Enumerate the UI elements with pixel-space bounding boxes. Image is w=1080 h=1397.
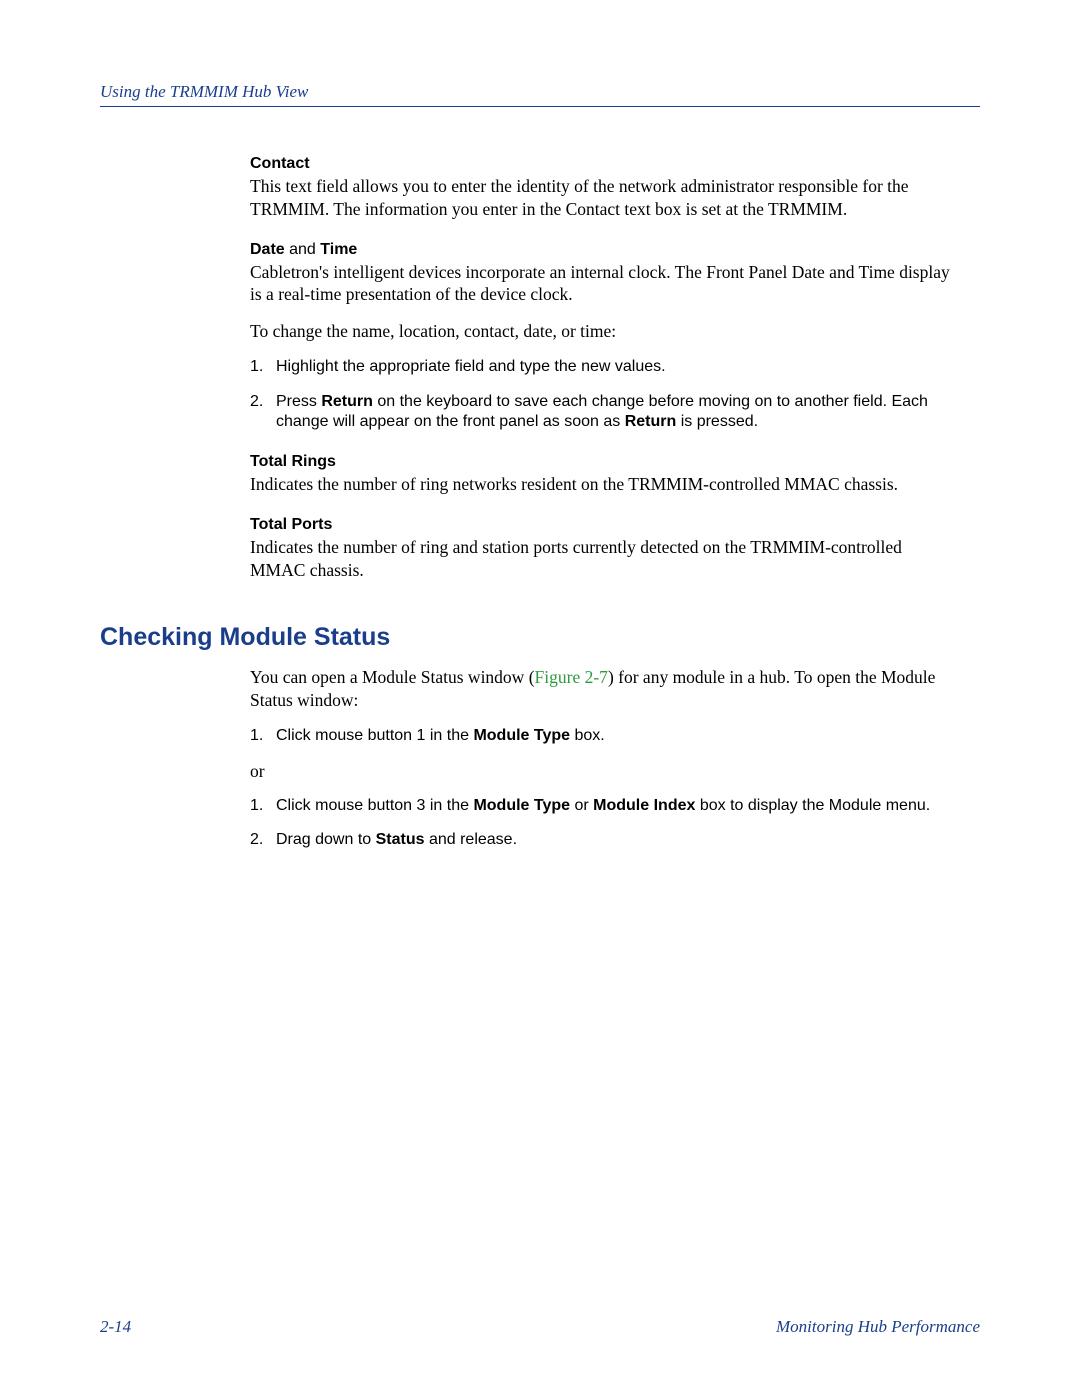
- t-bold: Module Index: [593, 797, 695, 814]
- step-text: Click mouse button 1 in the Module Type …: [276, 726, 950, 747]
- module-steps-1: 1. Click mouse button 1 in the Module Ty…: [250, 726, 950, 747]
- t: Press: [276, 393, 321, 410]
- step-text: Press Return on the keyboard to save eac…: [276, 392, 950, 434]
- t: You can open a Module Status window (: [250, 667, 535, 687]
- t-bold: Module Type: [473, 797, 570, 814]
- t: is pressed.: [676, 413, 758, 430]
- figure-ref[interactable]: Figure 2-7: [535, 667, 608, 687]
- contact-body: This text field allows you to enter the …: [250, 175, 950, 221]
- datetime-label-mid: and: [289, 241, 316, 258]
- datetime-steps: 1. Highlight the appropriate field and t…: [250, 357, 950, 433]
- step-number: 1.: [250, 357, 276, 378]
- t: on the keyboard to save each change befo…: [276, 393, 928, 431]
- totalports-body: Indicates the number of ring and station…: [250, 536, 950, 582]
- t: and release.: [425, 831, 518, 848]
- totalrings-body: Indicates the number of ring networks re…: [250, 473, 950, 496]
- header-rule: [100, 106, 980, 107]
- content-block: Contact This text field allows you to en…: [250, 155, 950, 581]
- list-item: 1. Click mouse button 3 in the Module Ty…: [250, 796, 950, 817]
- step-text: Drag down to Status and release.: [276, 830, 950, 851]
- totalports-label: Total Ports: [250, 516, 950, 534]
- datetime-label-pre: Date: [250, 241, 289, 258]
- module-content: You can open a Module Status window (Fig…: [250, 666, 950, 851]
- module-intro: You can open a Module Status window (Fig…: [250, 666, 950, 712]
- datetime-body1: Cabletron's intelligent devices incorpor…: [250, 261, 950, 307]
- contact-label: Contact: [250, 155, 950, 173]
- page-footer: 2-14 Monitoring Hub Performance: [100, 1317, 980, 1337]
- t-bold: Module Type: [473, 727, 570, 744]
- list-item: 1. Highlight the appropriate field and t…: [250, 357, 950, 378]
- list-item: 2. Press Return on the keyboard to save …: [250, 392, 950, 434]
- step-number: 2.: [250, 830, 276, 851]
- step-number: 1.: [250, 796, 276, 817]
- or-text: or: [250, 761, 950, 782]
- datetime-label: Date and Time: [250, 241, 950, 259]
- t-bold: Return: [625, 413, 677, 430]
- heading-checking-module-status: Checking Module Status: [100, 623, 980, 652]
- t: or: [570, 797, 593, 814]
- list-item: 2. Drag down to Status and release.: [250, 830, 950, 851]
- list-item: 1. Click mouse button 1 in the Module Ty…: [250, 726, 950, 747]
- module-steps-2: 1. Click mouse button 3 in the Module Ty…: [250, 796, 950, 852]
- t: box.: [570, 727, 605, 744]
- step-text: Click mouse button 3 in the Module Type …: [276, 796, 950, 817]
- totalrings-label: Total Rings: [250, 453, 950, 471]
- step-text: Highlight the appropriate field and type…: [276, 357, 950, 378]
- t: Click mouse button 3 in the: [276, 797, 473, 814]
- page: Using the TRMMIM Hub View Contact This t…: [0, 0, 1080, 1397]
- t-bold: Status: [376, 831, 425, 848]
- step-number: 1.: [250, 726, 276, 747]
- t: box to display the Module menu.: [695, 797, 930, 814]
- t: Drag down to: [276, 831, 376, 848]
- page-header: Using the TRMMIM Hub View: [100, 82, 980, 102]
- step-number: 2.: [250, 392, 276, 434]
- footer-page-number: 2-14: [100, 1317, 131, 1337]
- footer-section-title: Monitoring Hub Performance: [776, 1317, 980, 1337]
- t-bold: Return: [321, 393, 373, 410]
- datetime-label-post: Time: [316, 241, 358, 258]
- datetime-body2: To change the name, location, contact, d…: [250, 320, 950, 343]
- t: Click mouse button 1 in the: [276, 727, 473, 744]
